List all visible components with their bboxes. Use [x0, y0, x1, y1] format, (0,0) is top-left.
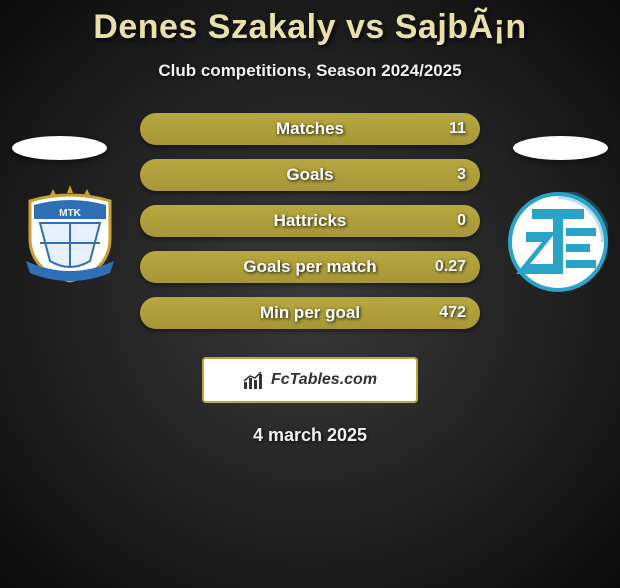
stat-row-goals: Goals 3 [140, 159, 480, 191]
stat-row-matches: Matches 11 [140, 113, 480, 145]
page-title: Denes Szakaly vs SajbÃ¡n [0, 8, 620, 47]
stat-value: 0 [457, 212, 466, 230]
attribution-text: FcTables.com [271, 371, 377, 389]
stat-row-min-per-goal: Min per goal 472 [140, 297, 480, 329]
stat-value: 11 [449, 120, 466, 138]
zte-crest-icon [508, 192, 608, 292]
stat-label: Hattricks [274, 211, 347, 231]
player-left-ellipse [12, 136, 107, 160]
player-right-ellipse [513, 136, 608, 160]
stat-value: 472 [439, 304, 466, 322]
mtk-budapest-crest-icon: MTK [20, 183, 120, 283]
club-crest-right [508, 192, 608, 292]
stat-label: Goals [286, 165, 333, 185]
bar-chart-icon [243, 370, 265, 390]
stat-label: Goals per match [243, 257, 376, 277]
club-crest-left: MTK [20, 183, 120, 283]
stat-row-hattricks: Hattricks 0 [140, 205, 480, 237]
stat-label: Min per goal [260, 303, 360, 323]
stat-value: 3 [457, 166, 466, 184]
stat-row-goals-per-match: Goals per match 0.27 [140, 251, 480, 283]
svg-text:MTK: MTK [59, 208, 81, 219]
page-subtitle: Club competitions, Season 2024/2025 [0, 61, 620, 81]
attribution-box: FcTables.com [202, 357, 418, 403]
date-label: 4 march 2025 [0, 425, 620, 446]
stat-label: Matches [276, 119, 344, 139]
stat-value: 0.27 [435, 258, 466, 276]
